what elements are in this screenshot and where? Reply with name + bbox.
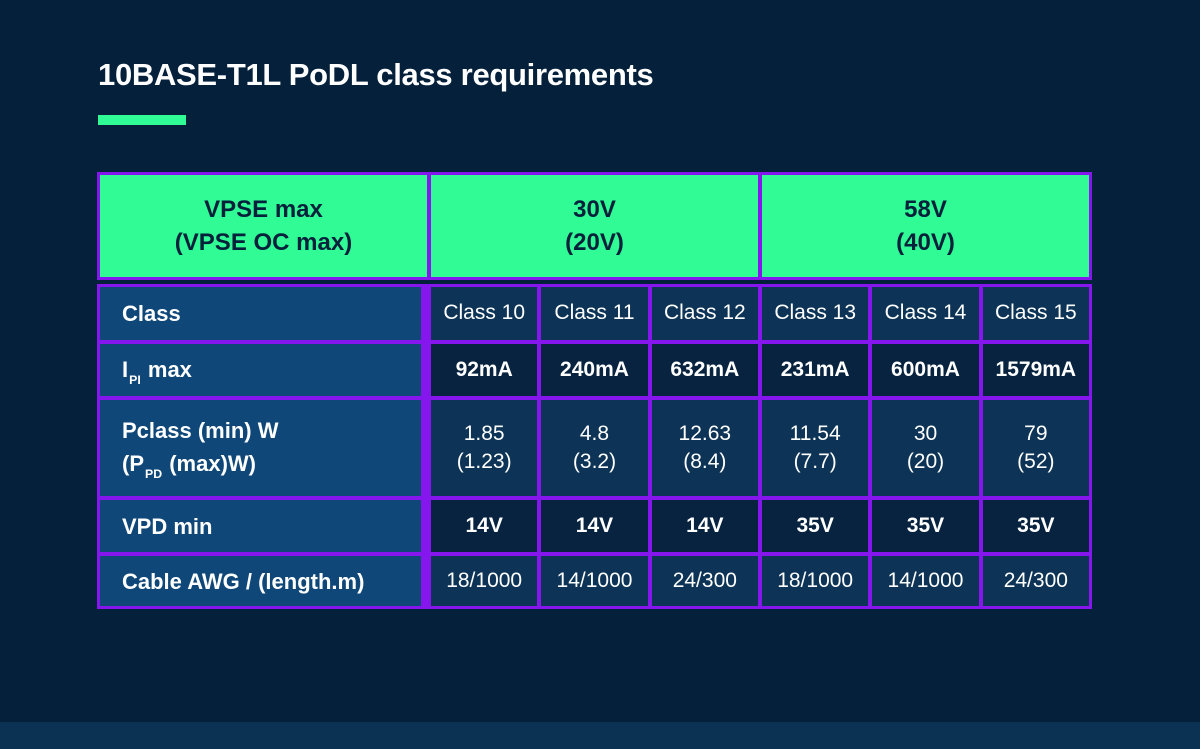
cell-pclass-col3: 12.63 (8.4) [651,400,758,496]
title-accent-bar [98,115,186,125]
cell-cable-awg-col2: 14/1000 [541,556,648,606]
cell-pclass-col2: 4.8 (3.2) [541,400,648,496]
header-58v-line1: 58V [904,195,947,223]
cell-vpd-min-col5: 35V [872,500,979,552]
header-group-58v: 58V (40V) [762,175,1089,277]
table-header: VPSE max (VPSE OC max) 30V (20V) 58V (40… [97,172,1092,280]
page-title: 10BASE-T1L PoDL class requirements [98,57,654,92]
cell-class-col3: Class 12 [651,287,758,340]
row-label-ipi-max: IPI max [100,344,427,396]
cell-pclass-col4: 11.54 (7.7) [762,400,869,496]
cell-vpd-min-col2: 14V [541,500,648,552]
row-label-cable-awg: Cable AWG / (length.m) [100,556,427,606]
cell-cable-awg-col1: 18/1000 [431,556,538,606]
cell-ipi-max-col1: 92mA [431,344,538,396]
cell-ipi-max-col6: 1579mA [982,344,1089,396]
cell-pclass-col5: 30 (20) [872,400,979,496]
cell-ipi-max-col4: 231mA [762,344,869,396]
header-30v-line2: (20V) [565,229,624,256]
cell-class-col1: Class 10 [431,287,538,340]
header-vpse-line1: VPSE max [204,195,323,223]
header-vpse-line2: (VPSE OC max) [174,229,353,256]
cell-vpd-min-col4: 35V [762,500,869,552]
cell-class-col4: Class 13 [762,287,869,340]
header-30v-line1: 30V [573,195,616,223]
cell-vpd-min-col1: 14V [431,500,538,552]
cell-pclass-col6: 79 (52) [982,400,1089,496]
cell-ipi-max-col3: 632mA [651,344,758,396]
cell-cable-awg-col3: 24/300 [651,556,758,606]
cell-cable-awg-col5: 14/1000 [872,556,979,606]
cell-ipi-max-col2: 240mA [541,344,648,396]
row-label-vpd-min: VPD min [100,500,427,552]
cell-vpd-min-col3: 14V [651,500,758,552]
header-group-30v: 30V (20V) [431,175,758,277]
cell-cable-awg-col4: 18/1000 [762,556,869,606]
row-label-class: Class [100,287,427,340]
cell-cable-awg-col6: 24/300 [982,556,1089,606]
cell-class-col6: Class 15 [982,287,1089,340]
cell-vpd-min-col6: 35V [982,500,1089,552]
header-58v-line2: (40V) [896,229,955,256]
header-vpse-max: VPSE max (VPSE OC max) [100,175,427,277]
table-body: Class Class 10 Class 11 Class 12 Class 13 Cla… [97,284,1092,609]
cell-pclass-col1: 1.85 (1.23) [431,400,538,496]
cell-class-col5: Class 14 [872,287,979,340]
cell-ipi-max-col5: 600mA [872,344,979,396]
footer-strip [0,722,1200,749]
row-label-pclass: Pclass (min) W (PPD (max)W) [100,400,427,496]
cell-class-col2: Class 11 [541,287,648,340]
